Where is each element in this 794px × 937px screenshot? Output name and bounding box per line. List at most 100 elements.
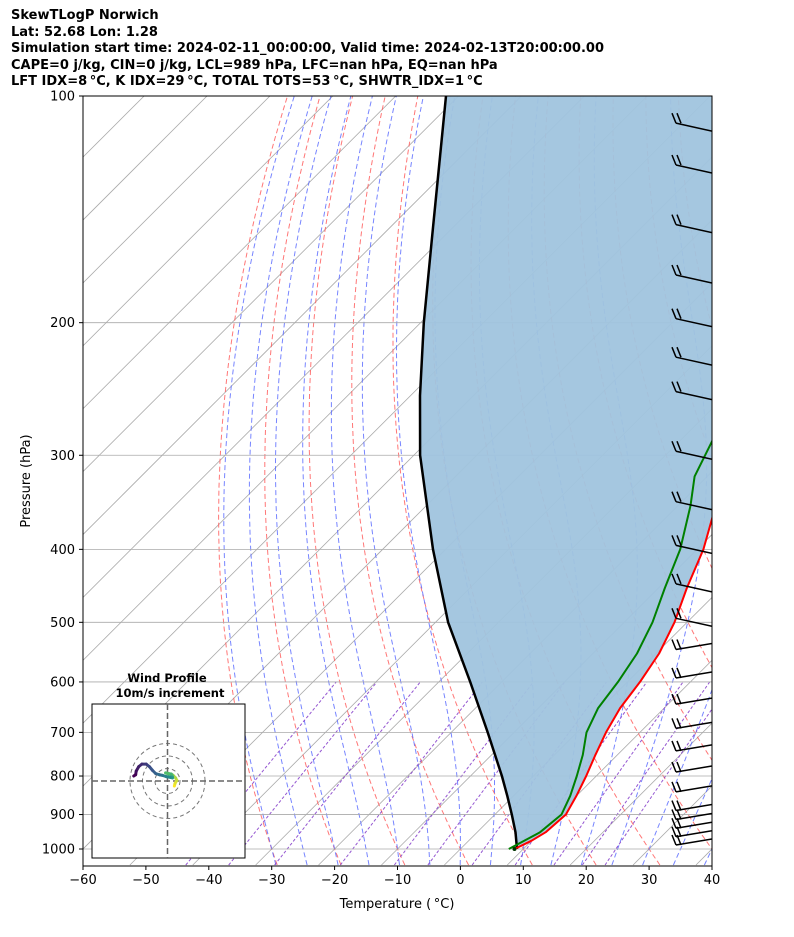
y-tick-label: 900 — [50, 808, 75, 823]
x-tick-label: 10 — [515, 873, 532, 888]
wind-barb-flag — [671, 639, 677, 650]
y-tick-label: 700 — [50, 726, 75, 741]
title-line: Lat: 52.68 Lon: 1.28 — [11, 24, 158, 40]
wind-barb-staff — [675, 821, 712, 829]
title-line: CAPE=0 j/kg, CIN=0 j/kg, LCL=989 hPa, LF… — [11, 57, 498, 73]
mixing-ratio-line — [581, 681, 711, 866]
wind-barb-flag — [671, 440, 677, 452]
x-tick-label: −20 — [321, 873, 348, 888]
wind-barb — [671, 573, 712, 593]
wind-barb-flag — [676, 154, 682, 166]
wind-barb-flag — [671, 693, 677, 705]
wind-barb — [671, 440, 712, 461]
wind-barb — [671, 214, 712, 234]
isotherm-line — [83, 96, 334, 347]
moist-adiabat-line — [330, 96, 400, 866]
wind-barb-flag — [671, 381, 677, 392]
wind-barb-flag — [671, 826, 677, 837]
y-tick-label: 400 — [50, 543, 75, 558]
wind-barb — [671, 667, 712, 679]
title-line: Simulation start time: 2024-02-11_00:00:… — [11, 41, 604, 56]
wind-barb-staff — [675, 671, 712, 679]
moist-adiabat-line — [302, 96, 370, 866]
wind-barb-staff — [675, 122, 712, 132]
wind-barb-flag — [671, 800, 677, 811]
wind-barb-staff — [675, 500, 712, 511]
wind-barb-flag — [676, 264, 682, 276]
wind-barb-flag — [671, 667, 677, 679]
wind-barb-staff — [675, 838, 712, 846]
temperature-profile-line — [514, 515, 712, 850]
surface-point — [512, 847, 517, 851]
title-line: LFT IDX=8 °C, K IDX=29 °C, TOTAL TOTS=53… — [11, 74, 483, 89]
wind-barb-flag — [671, 154, 677, 166]
y-tick-label: 100 — [50, 90, 75, 105]
isotherm-line — [83, 96, 208, 221]
wind-barb-staff — [675, 274, 712, 284]
profiles — [418, 96, 712, 851]
dry-adiabat-line — [774, 79, 794, 865]
wind-barb-staff — [675, 164, 712, 174]
wind-barb-flag — [671, 535, 677, 546]
wind-barb-flag — [676, 440, 682, 452]
hodograph-title: Wind Profile — [127, 671, 207, 685]
y-tick-label: 600 — [50, 675, 75, 690]
mixing-ratio-line — [553, 681, 684, 866]
wind-barb-flag — [671, 214, 677, 225]
wind-barb-flag — [671, 346, 677, 358]
isotherm-line — [759, 79, 794, 865]
wind-barb-staff — [675, 765, 712, 773]
wind-barb-flag — [676, 308, 682, 319]
x-tick-label: −10 — [384, 873, 411, 888]
moist-adiabat-line — [275, 96, 339, 866]
moist-adiabat-line — [672, 777, 712, 866]
wind-barb-flag — [676, 639, 682, 650]
wind-barb — [671, 308, 712, 328]
hodograph-subtitle: 10m/s increment — [116, 686, 225, 700]
wind-barb-flag — [676, 800, 682, 811]
wind-barb-flag — [676, 535, 682, 546]
wind-barb-flag — [676, 740, 682, 752]
wind-barb-staff — [675, 390, 712, 401]
x-tick-label: 40 — [704, 873, 721, 888]
wind-barb — [671, 608, 712, 628]
x-tick-label: −50 — [132, 873, 159, 888]
wind-barb-flag — [671, 264, 677, 276]
wind-barb-staff — [675, 697, 712, 705]
wind-barb-staff — [675, 744, 712, 752]
mixing-ratio-line — [274, 681, 421, 866]
wind-barb-flag — [671, 781, 677, 793]
dry-adiabat-line — [218, 96, 289, 866]
wind-barb-flag — [676, 718, 682, 729]
wind-barb-flag — [671, 817, 677, 829]
wind-barb-staff — [675, 803, 712, 812]
wind-barb-flag — [671, 740, 677, 752]
wind-barb-flag — [676, 381, 682, 392]
wind-barb-flag — [676, 667, 682, 679]
wind-barb-flag — [671, 608, 677, 619]
wind-barb — [671, 809, 712, 821]
wind-barb-staff — [675, 721, 712, 730]
isotherm-line — [83, 96, 397, 410]
x-tick-label: 30 — [641, 873, 658, 888]
isotherm-line — [83, 96, 271, 284]
wind-barb-flag — [676, 491, 682, 502]
y-tick-label: 200 — [50, 316, 75, 331]
mixing-ratio-line — [604, 708, 712, 866]
y-tick-label: 800 — [50, 770, 75, 785]
wind-barb — [671, 491, 712, 511]
wind-barb — [671, 639, 712, 651]
x-axis-label: Temperature ( °C) — [339, 897, 455, 912]
x-tick-label: −30 — [258, 873, 285, 888]
wind-barb-staff — [675, 829, 712, 838]
wind-barb-flag — [676, 693, 682, 705]
y-axis-label: Pressure (hPa) — [19, 434, 34, 527]
moist-adiabat-line — [396, 96, 461, 866]
wind-barb-staff — [675, 617, 712, 628]
wind-barb-staff — [675, 356, 712, 366]
wind-barb-flag — [676, 781, 682, 793]
wind-barb — [671, 761, 712, 773]
hodograph-segment — [132, 773, 138, 778]
x-tick-label: 20 — [578, 873, 595, 888]
chart-title: SkewTLogP Norwich Lat: 52.68 Lon: 1.28 S… — [11, 8, 604, 91]
